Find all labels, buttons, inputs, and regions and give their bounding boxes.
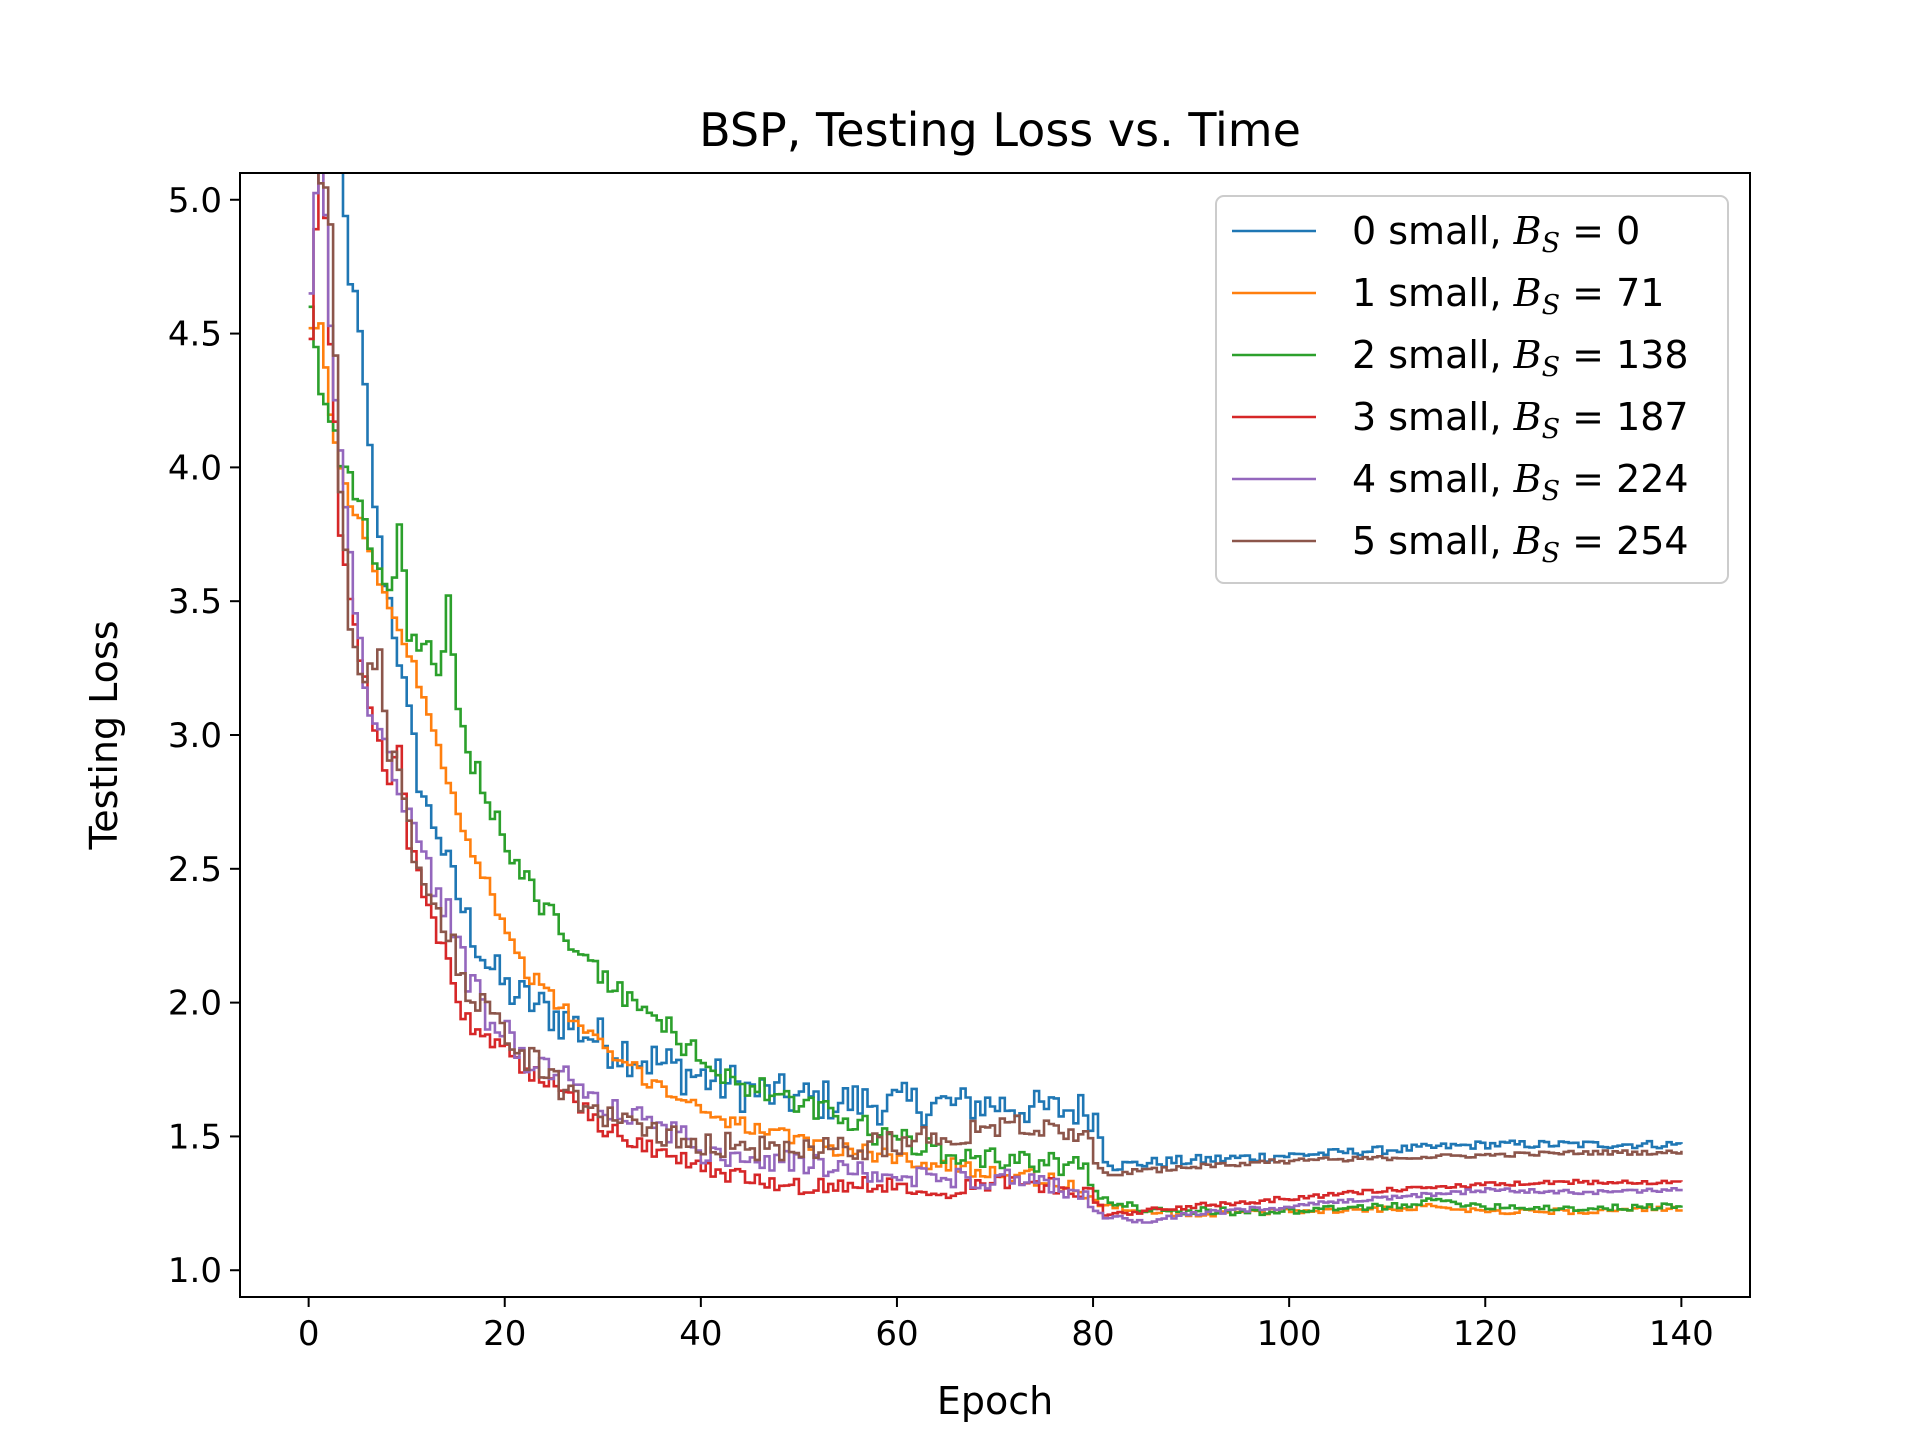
y-tick-label: 4.5 bbox=[168, 315, 222, 355]
legend-entry-symbol: B bbox=[1513, 457, 1542, 501]
series-line-2 bbox=[308, 305, 1683, 1217]
series-line-5 bbox=[317, 173, 1683, 1177]
legend-entry-0: 0 small, BS = 0 bbox=[1352, 209, 1640, 259]
chart-title: BSP, Testing Loss vs. Time bbox=[699, 103, 1301, 157]
legend-entry-subscript: S bbox=[1542, 538, 1561, 569]
x-axis-label: Epoch bbox=[937, 1379, 1053, 1423]
legend-entry-value: = 187 bbox=[1560, 395, 1689, 439]
legend-entry-4: 4 small, BS = 224 bbox=[1352, 457, 1689, 507]
legend: 0 small, BS = 01 small, BS = 712 small, … bbox=[1215, 195, 1729, 584]
legend-entry-value: = 138 bbox=[1560, 333, 1689, 377]
series-line-1 bbox=[308, 322, 1683, 1218]
x-tick-label: 20 bbox=[483, 1314, 526, 1354]
legend-entry-subscript: S bbox=[1542, 414, 1561, 445]
legend-entry-3: 3 small, BS = 187 bbox=[1352, 395, 1689, 445]
legend-entry-symbol: B bbox=[1513, 333, 1542, 377]
legend-entry-symbol: B bbox=[1513, 271, 1542, 315]
legend-entry-prefix: 4 small, bbox=[1352, 457, 1514, 501]
legend-entry-subscript: S bbox=[1542, 290, 1561, 321]
legend-entry-subscript: S bbox=[1542, 352, 1561, 383]
legend-entry-subscript: S bbox=[1542, 476, 1561, 507]
x-tick-label: 0 bbox=[298, 1314, 320, 1354]
y-tick-label: 3.5 bbox=[168, 582, 222, 622]
legend-entry-symbol: B bbox=[1513, 395, 1542, 439]
y-tick-label: 1.0 bbox=[168, 1251, 222, 1291]
y-axis: 1.0 1.5 2.0 2.5 3.0 3.5 4.0 4.5 5.0 bbox=[168, 181, 240, 1291]
y-tick-label: 1.5 bbox=[168, 1117, 222, 1157]
y-tick-label: 5.0 bbox=[168, 181, 222, 221]
y-tick-label: 3.0 bbox=[168, 716, 222, 756]
legend-entry-value: = 71 bbox=[1560, 271, 1664, 315]
legend-entry-symbol: B bbox=[1513, 519, 1542, 563]
x-tick-label: 140 bbox=[1649, 1314, 1714, 1354]
x-tick-label: 40 bbox=[679, 1314, 722, 1354]
legend-entry-prefix: 3 small, bbox=[1352, 395, 1514, 439]
y-tick-label: 2.0 bbox=[168, 984, 222, 1024]
y-tick-label: 2.5 bbox=[168, 850, 222, 890]
x-tick-label: 60 bbox=[875, 1314, 918, 1354]
x-tick-label: 80 bbox=[1071, 1314, 1114, 1354]
legend-frame bbox=[1215, 195, 1729, 584]
legend-entry-prefix: 0 small, bbox=[1352, 209, 1514, 253]
legend-entry-value: = 254 bbox=[1560, 519, 1689, 563]
legend-entry-5: 5 small, BS = 254 bbox=[1352, 519, 1689, 569]
y-axis-label: Testing Loss bbox=[82, 620, 126, 850]
legend-entry-value: = 0 bbox=[1560, 209, 1640, 253]
legend-entry-symbol: B bbox=[1513, 209, 1542, 253]
series-line-0 bbox=[341, 173, 1683, 1172]
legend-entry-2: 2 small, BS = 138 bbox=[1352, 333, 1689, 383]
x-axis: 0 20 40 60 80 100 120 140 bbox=[298, 1297, 1714, 1354]
legend-entry-prefix: 1 small, bbox=[1352, 271, 1514, 315]
y-tick-label: 4.0 bbox=[168, 448, 222, 488]
legend-entry-1: 1 small, BS = 71 bbox=[1352, 271, 1664, 321]
legend-entry-prefix: 5 small, bbox=[1352, 519, 1514, 563]
legend-entry-value: = 224 bbox=[1560, 457, 1689, 501]
legend-entry-subscript: S bbox=[1542, 228, 1561, 259]
legend-entry-prefix: 2 small, bbox=[1352, 333, 1514, 377]
series-layer bbox=[308, 173, 1683, 1224]
x-tick-label: 100 bbox=[1257, 1314, 1322, 1354]
x-tick-label: 120 bbox=[1453, 1314, 1518, 1354]
